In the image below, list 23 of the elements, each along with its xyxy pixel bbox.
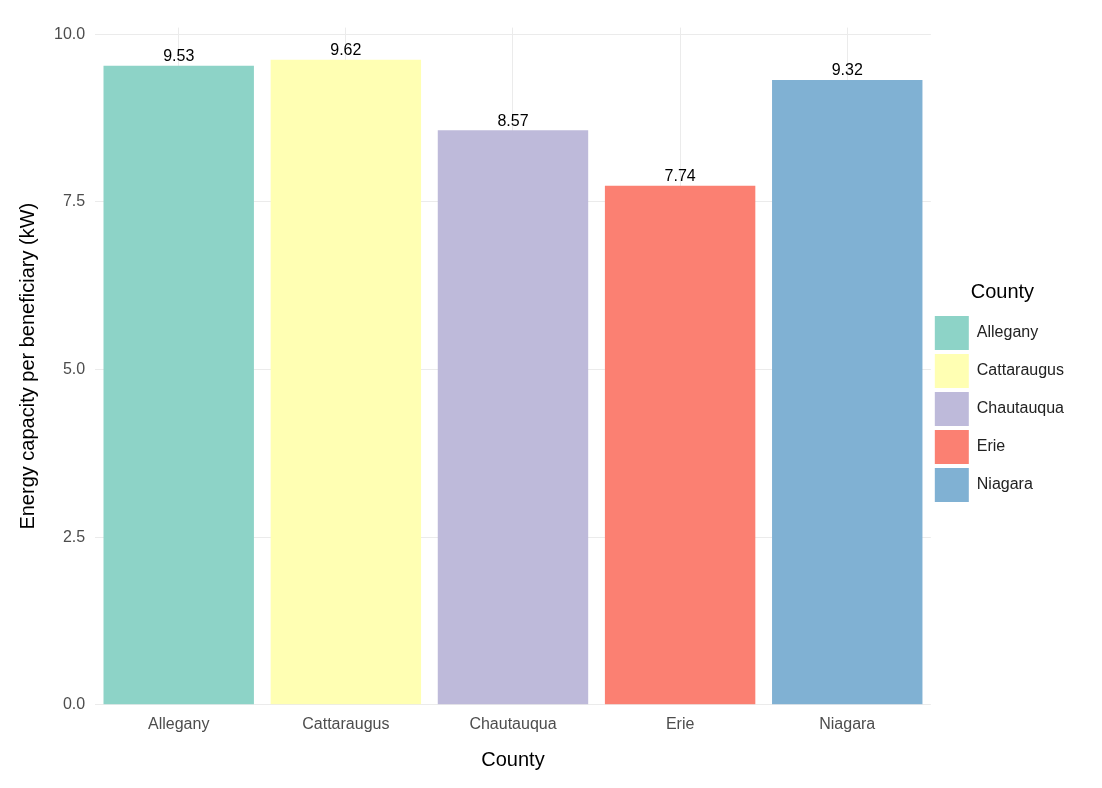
- data-label: 8.57: [497, 111, 529, 129]
- data-label: 7.74: [664, 167, 696, 185]
- y-tick-label: 0.0: [62, 695, 86, 713]
- x-tick-label: Niagara: [819, 714, 876, 732]
- y-tick-label: 2.5: [62, 527, 86, 545]
- legend-title: County: [970, 279, 1035, 302]
- x-tick-label: Erie: [665, 714, 695, 732]
- x-tick-label: Chautauqua: [469, 714, 557, 732]
- legend-label: Cattaraugus: [976, 361, 1064, 379]
- y-tick-label: 5.0: [62, 359, 86, 377]
- x-tick-label: Allegany: [148, 714, 210, 732]
- legend-label: Chautauqua: [976, 399, 1065, 417]
- y-tick-label: 10.0: [54, 24, 86, 42]
- x-axis-title: County: [481, 747, 545, 770]
- legend-label: Niagara: [976, 475, 1033, 493]
- x-tick-label: Cattaraugus: [302, 714, 390, 732]
- legend-label: Allegany: [976, 323, 1039, 341]
- data-label: 9.32: [831, 61, 863, 79]
- data-label: 9.53: [163, 47, 195, 65]
- y-axis-title: Energy capacity per beneficiary (kW): [15, 202, 38, 530]
- y-tick-label: 7.5: [62, 192, 86, 210]
- legend-label: Erie: [976, 437, 1006, 455]
- data-label: 9.62: [330, 41, 362, 59]
